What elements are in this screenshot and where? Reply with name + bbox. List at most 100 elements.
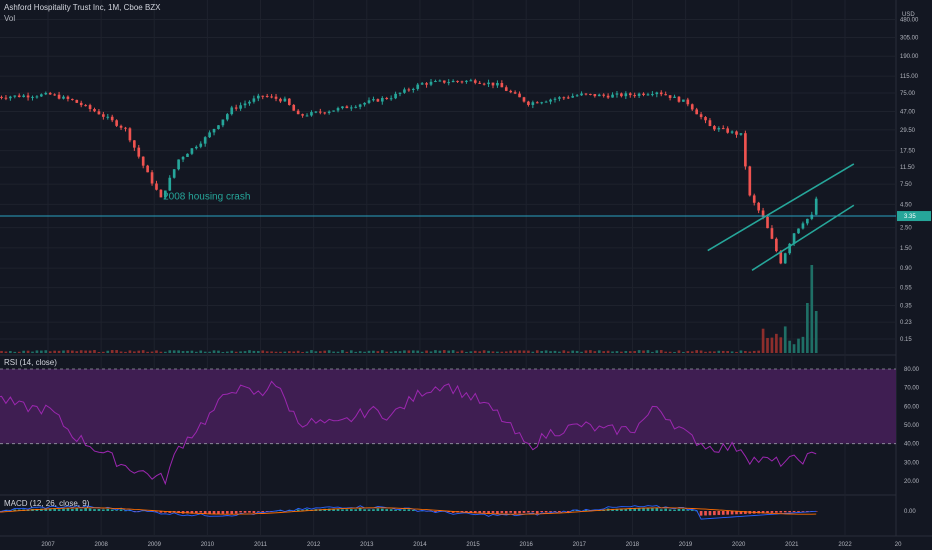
macd-label: MACD (12, 26, close, 9) <box>4 499 90 508</box>
candle-body <box>75 99 79 103</box>
macd-histogram-bar <box>766 511 769 514</box>
volume-bar <box>252 350 256 353</box>
candle-body <box>513 92 517 94</box>
candle-body <box>473 80 477 83</box>
macd-histogram-bar <box>376 508 380 511</box>
volume-bar <box>456 351 459 353</box>
volume-bar <box>690 351 694 353</box>
volume-bar <box>256 350 260 353</box>
macd-histogram-bar <box>566 511 570 512</box>
macd-histogram-bar <box>44 509 48 511</box>
volume-bar <box>544 350 548 353</box>
price-tick-label: 0.35 <box>900 303 912 309</box>
volume-bar <box>752 350 756 353</box>
volume-bar <box>593 351 597 353</box>
candle-body <box>589 93 592 95</box>
volume-bar <box>434 350 437 353</box>
candle-body <box>159 189 163 198</box>
candle-body <box>155 183 158 190</box>
macd-histogram-bar <box>478 511 482 513</box>
candle-body <box>314 111 318 113</box>
volume-bar <box>788 340 791 353</box>
volume-bar <box>265 351 269 353</box>
volume-bar <box>230 350 234 353</box>
volume-bar <box>292 351 296 353</box>
macd-histogram-bar <box>633 507 637 511</box>
volume-bar <box>71 350 74 353</box>
macd-histogram-bar <box>128 510 132 512</box>
candle-body <box>283 98 287 102</box>
candle-body <box>203 137 207 144</box>
candle-body <box>628 93 632 96</box>
volume-bar <box>726 351 729 353</box>
volume-bar <box>770 337 774 353</box>
volume-bar <box>562 350 566 353</box>
macd-histogram-bar <box>305 509 309 511</box>
volume-bar <box>26 350 30 353</box>
volume-bar <box>757 350 760 353</box>
candle-body <box>79 102 83 106</box>
candle-body <box>190 148 194 154</box>
candle-body <box>575 95 579 97</box>
rsi-pane <box>0 368 896 486</box>
candle-body <box>721 128 725 130</box>
macd-histogram-bar <box>363 509 366 511</box>
price-tick-label: 2.50 <box>900 226 912 232</box>
x-tick-label: 2010 <box>201 542 215 548</box>
volume-bar <box>792 344 796 353</box>
macd-histogram-bar <box>682 508 685 511</box>
macd-histogram-bar <box>469 511 473 513</box>
candle-body <box>40 94 43 97</box>
volume-bar <box>615 351 619 353</box>
candle-body <box>137 147 141 157</box>
volume-bar <box>575 350 579 353</box>
price-tick-label: 0.23 <box>900 320 912 326</box>
volume-bar <box>217 350 220 353</box>
macd-histogram-bar <box>814 511 818 512</box>
macd-histogram-bar <box>336 508 340 511</box>
macd-histogram-bar <box>332 508 335 511</box>
candle-body <box>208 132 211 138</box>
volume-bar <box>159 351 163 353</box>
candle-body <box>110 116 114 121</box>
macd-histogram-bar <box>75 507 79 511</box>
candle-body <box>447 82 451 84</box>
candle-body <box>385 97 389 99</box>
candle-body <box>748 166 752 196</box>
volume-bar <box>398 351 402 353</box>
volume-bar <box>664 351 668 353</box>
candle-body <box>186 153 189 157</box>
candle-body <box>783 253 787 264</box>
macd-histogram-bar <box>420 510 424 512</box>
candle-body <box>305 115 309 117</box>
candle-body <box>500 83 504 88</box>
macd-histogram-bar <box>646 507 650 511</box>
macd-histogram-bar <box>465 511 468 513</box>
x-tick-label: 2009 <box>148 542 162 548</box>
candle-body <box>84 105 87 107</box>
candle-body <box>411 88 415 90</box>
candle-body <box>48 92 52 95</box>
candle-body <box>376 99 380 102</box>
volume-bar <box>460 350 464 353</box>
volume-bar <box>44 350 48 353</box>
x-tick-label: 20 <box>895 542 902 548</box>
price-tick-label: 0.55 <box>900 286 912 292</box>
volume-bar <box>239 351 242 353</box>
volume-bar <box>779 337 783 353</box>
candle-body <box>690 104 694 110</box>
macd-histogram-bar <box>584 510 588 511</box>
volume-bar <box>327 350 331 353</box>
macd-histogram-bar <box>527 511 530 513</box>
candle-body <box>380 97 384 102</box>
candle-body <box>509 90 513 93</box>
macd-histogram-bar <box>93 509 96 511</box>
macd-histogram-bar <box>487 511 490 515</box>
price-tick-label: 1.50 <box>900 246 912 252</box>
macd-histogram-bar <box>199 511 203 513</box>
macd-histogram-bar <box>673 509 676 511</box>
macd-histogram-bar <box>761 511 765 514</box>
candle-body <box>730 131 734 133</box>
volume-bar <box>465 351 468 353</box>
